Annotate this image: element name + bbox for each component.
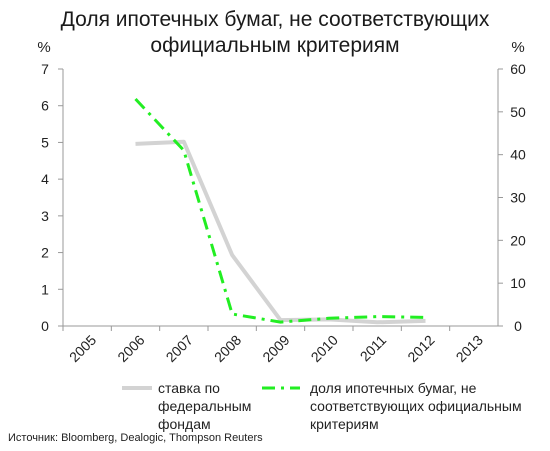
x-tick-label: 2011 [357,332,390,365]
left-axis-unit: % [37,39,50,56]
x-tick-label: 2013 [453,332,486,365]
right-tick-label: 20 [510,232,526,248]
legend-label-line: фондам [158,416,211,432]
legend-label-line: федеральным [158,398,251,414]
right-tick-label: 40 [510,147,526,163]
legend-label-line: ставка по [158,380,220,396]
right-tick-label: 10 [510,275,526,291]
source-note: Источник: Bloomberg, Dealogic, Thompson … [8,432,263,444]
legend-label-line: критериям [310,416,379,432]
right-tick-label: 0 [514,318,522,334]
legend-label-line: доля ипотечных бумаг, не [310,380,477,396]
right-axis-unit: % [511,39,524,56]
right-tick-label: 50 [510,104,526,120]
left-tick-label: 4 [41,171,49,187]
series-line-nonconforming-share [134,97,426,324]
chart-title-line-2: официальным критериям [150,34,400,57]
left-tick-label: 7 [41,61,49,77]
left-tick-label: 3 [41,208,49,224]
x-tick-label: 2010 [308,332,341,365]
left-tick-label: 1 [41,281,49,297]
left-tick-label: 0 [41,318,49,334]
x-tick-label: 2005 [66,332,99,365]
x-tick-label: 2007 [163,332,196,365]
series-line-fed-rate [135,139,426,325]
x-tick-label: 2009 [259,332,292,365]
x-tick-label: 2012 [404,332,437,365]
left-tick-label: 2 [41,245,49,261]
x-tick-label: 2006 [114,332,147,365]
axes-group [62,69,499,327]
left-tick-label: 6 [41,98,49,114]
legend: ставка по федеральным фондам доля ипотечны… [122,380,522,432]
right-tick-label: 30 [510,190,526,206]
legend-label-line: соответствующих официальным [310,398,522,414]
right-tick-label: 60 [510,61,526,77]
left-tick-label: 5 [41,134,49,150]
x-tick-label: 2008 [211,332,244,365]
chart-title-line-1: Доля ипотечных бумаг, не соответствующих [60,8,490,31]
